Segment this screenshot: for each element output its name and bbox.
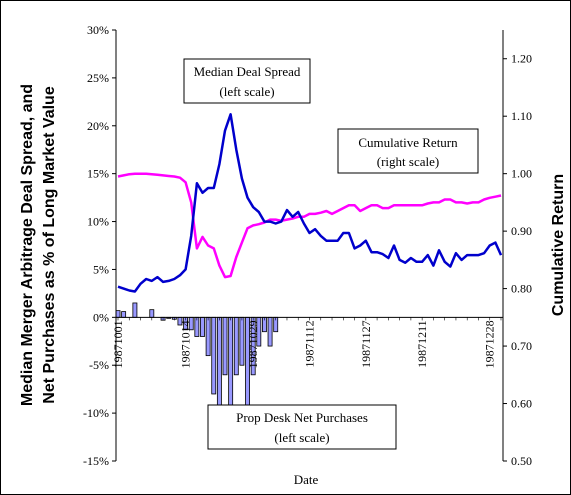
left-axis-title-line1: Median Merger Arbitrage Deal Spread, and xyxy=(19,84,36,406)
x-tick-label: 19871127 xyxy=(359,320,373,368)
annotation-cumulative-return-line1: Cumulative Return xyxy=(358,135,458,150)
prop-desk-bar xyxy=(132,302,138,318)
annotation-prop-desk: Prop Desk Net Purchases (left scale) xyxy=(207,404,397,450)
annotation-deal-spread: Median Deal Spread (left scale) xyxy=(183,58,311,104)
right-tick-label: 1.00 xyxy=(511,167,532,181)
x-tick-label: 19871029 xyxy=(246,320,260,368)
prop-desk-bar xyxy=(233,316,239,376)
right-tick-label: 0.60 xyxy=(511,397,532,411)
cumulative-return-line xyxy=(117,172,502,279)
left-tick-label: 10% xyxy=(87,215,109,229)
deal-spread-line xyxy=(117,113,503,293)
annotation-cumulative-return-line2: (right scale) xyxy=(377,154,439,169)
left-tick-label: -5% xyxy=(89,358,109,372)
prop-desk-bar xyxy=(121,311,127,318)
annotation-prop-desk-line2: (left scale) xyxy=(274,430,329,445)
right-axis-title: Cumulative Return xyxy=(550,174,567,316)
left-tick-label: 0% xyxy=(93,310,109,324)
x-tick-labels: 19871001 19871014 19871029 19871112 19871127… xyxy=(111,320,497,368)
prop-desk-bar xyxy=(211,316,217,395)
x-axis-title: Date xyxy=(294,472,319,487)
prop-desk-bar xyxy=(200,316,205,337)
prop-desk-bar xyxy=(149,309,155,318)
x-tick-label: 19871001 xyxy=(111,320,125,368)
x-tick-label: 19871228 xyxy=(483,320,497,368)
right-tick-label: 1.20 xyxy=(511,52,532,66)
annotation-deal-spread-line2: (left scale) xyxy=(219,84,274,99)
right-tick-label: 0.50 xyxy=(511,454,532,468)
x-tick-label: 19871014 xyxy=(179,320,193,368)
right-tick-label: 0.90 xyxy=(511,224,532,238)
prop-desk-bar xyxy=(267,316,273,347)
left-tick-label: -15% xyxy=(83,454,109,468)
prop-desk-bar xyxy=(115,310,121,318)
left-tick-label: 20% xyxy=(87,119,109,133)
right-tick-label: 0.80 xyxy=(511,282,532,296)
left-tick-label: 15% xyxy=(87,167,109,181)
annotation-deal-spread-line1: Median Deal Spread xyxy=(194,64,301,79)
prop-desk-bar xyxy=(239,316,245,366)
axes xyxy=(112,29,507,462)
prop-desk-bar xyxy=(222,316,228,376)
right-tick-label: 0.70 xyxy=(511,339,532,353)
left-tick-label: 30% xyxy=(87,23,109,37)
right-axis-labels: 0.50 0.60 0.70 0.80 0.90 1.00 1.10 1.20 xyxy=(511,52,532,468)
line-series xyxy=(117,113,503,293)
x-tick-label: 19871211 xyxy=(415,320,429,368)
annotation-prop-desk-line1: Prop Desk Net Purchases xyxy=(236,410,368,425)
prop-desk-bar xyxy=(228,316,234,414)
left-axis-title-line2: Net Purchases as % of Long Market Value xyxy=(41,86,58,404)
left-axis-labels: -15% -10% -5% 0% 5% 10% 15% 20% 25% 30% xyxy=(83,23,109,468)
left-tick-label: 25% xyxy=(87,71,109,85)
x-tick-label: 19871112 xyxy=(303,320,317,367)
right-tick-label: 1.10 xyxy=(511,109,532,123)
prop-desk-bar xyxy=(205,316,211,357)
annotation-cumulative-return: Cumulative Return (right scale) xyxy=(337,128,479,174)
left-tick-label: 5% xyxy=(93,262,109,276)
left-tick-label: -10% xyxy=(83,406,109,420)
